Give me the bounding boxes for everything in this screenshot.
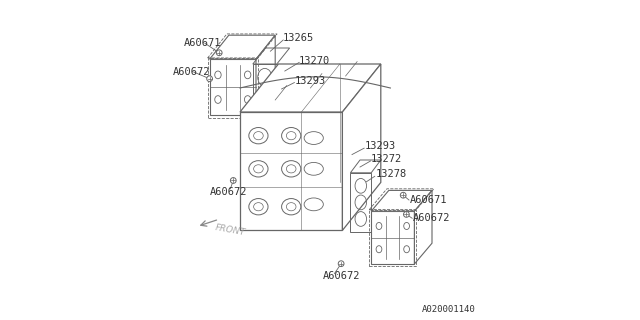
- Text: 13293: 13293: [294, 76, 326, 86]
- Text: 13272: 13272: [371, 154, 403, 164]
- Polygon shape: [415, 190, 432, 264]
- Text: A60672: A60672: [173, 67, 211, 77]
- Text: A020001140: A020001140: [422, 305, 475, 314]
- Text: 13265: 13265: [283, 33, 314, 43]
- Polygon shape: [342, 64, 381, 230]
- Circle shape: [216, 50, 222, 56]
- Polygon shape: [240, 64, 381, 112]
- Polygon shape: [371, 211, 415, 264]
- Text: A60672: A60672: [413, 213, 451, 223]
- Text: A60671: A60671: [184, 38, 221, 48]
- Polygon shape: [210, 59, 256, 115]
- Polygon shape: [210, 35, 275, 59]
- Circle shape: [401, 192, 406, 198]
- Text: 13278: 13278: [375, 169, 406, 180]
- Text: FRONT: FRONT: [214, 223, 246, 237]
- Text: 13270: 13270: [300, 56, 330, 66]
- Circle shape: [339, 261, 344, 267]
- Text: A60671: A60671: [410, 195, 447, 205]
- Text: A60672: A60672: [210, 187, 247, 197]
- Circle shape: [404, 212, 410, 217]
- Circle shape: [207, 76, 212, 82]
- Text: 13293: 13293: [365, 141, 396, 151]
- Polygon shape: [240, 112, 342, 230]
- Text: A60672: A60672: [323, 271, 361, 281]
- Circle shape: [230, 178, 236, 183]
- Polygon shape: [256, 35, 275, 115]
- Polygon shape: [371, 190, 432, 211]
